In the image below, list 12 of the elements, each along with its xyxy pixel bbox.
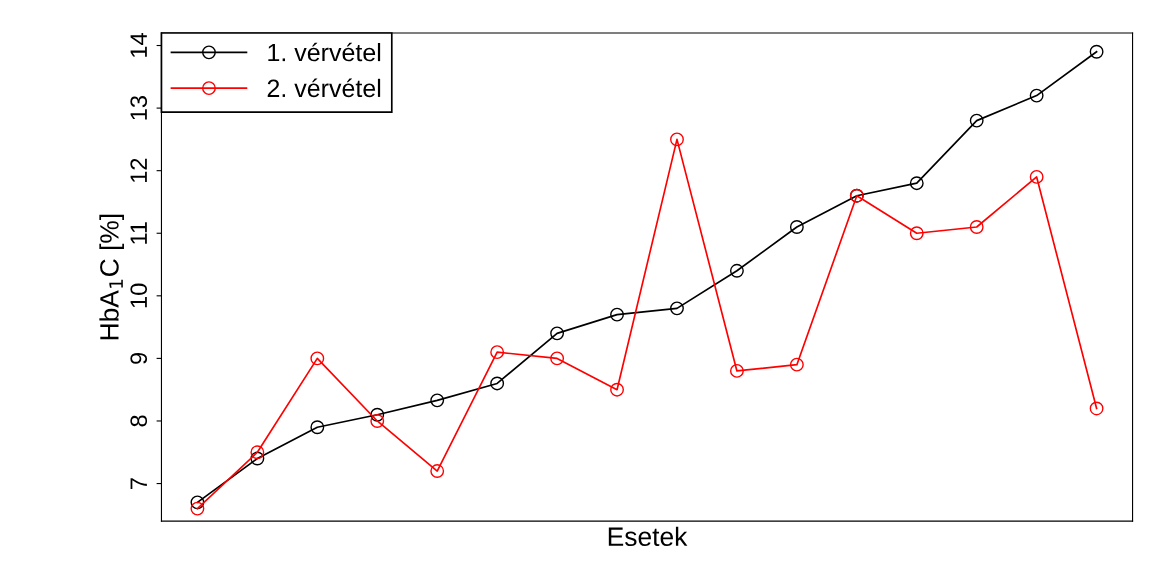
legend-label: 2. vérvétel bbox=[267, 78, 381, 98]
x-axis-title: Esetek bbox=[608, 526, 688, 547]
y-axis-title: HbA$_{1}$C [%] bbox=[99, 214, 124, 340]
y-tick-label: 13 bbox=[130, 96, 148, 120]
y-tick-label: 11 bbox=[130, 222, 147, 244]
y-tick-label: 12 bbox=[130, 158, 147, 182]
y-tick-label: 10 bbox=[130, 283, 148, 308]
y-tick-label: 8 bbox=[130, 415, 148, 427]
y-tick-label: 9 bbox=[130, 352, 148, 364]
y-tick-label: 14 bbox=[130, 33, 147, 57]
y-tick-label: 7 bbox=[130, 478, 147, 489]
legend-label: 1. vérvétel bbox=[268, 42, 381, 62]
